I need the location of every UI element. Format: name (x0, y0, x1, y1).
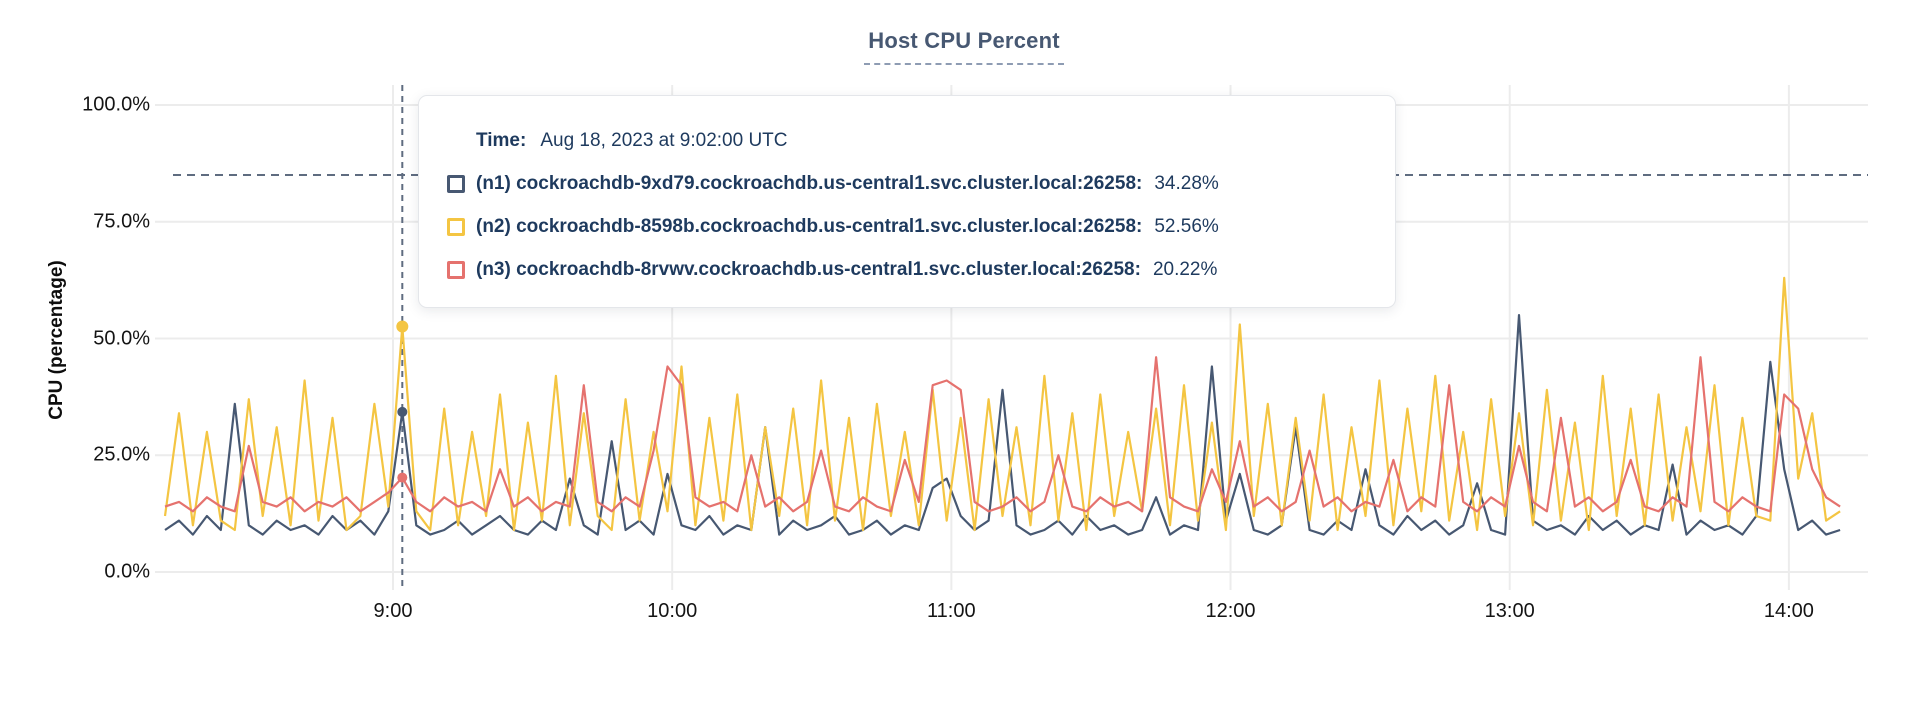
tooltip-time-value: Aug 18, 2023 at 9:02:00 UTC (540, 130, 788, 151)
y-tick-label: 0.0% (104, 560, 150, 583)
chart-header: Host CPU Percent (0, 28, 1928, 65)
tooltip-node-value: 20.22% (1152, 259, 1218, 280)
tooltip-time-label: Time: (476, 130, 527, 151)
tooltip-node-name: (n1) cockroachdb-9xd79.cockroachdb.us-ce… (476, 173, 1143, 194)
tooltip-node-value: 34.28% (1154, 173, 1219, 194)
y-tick-label: 75.0% (93, 210, 150, 233)
hover-point-n3 (397, 472, 408, 483)
y-tick-label: 100.0% (82, 93, 150, 116)
tooltip-node-name: (n2) cockroachdb-8598b.cockroachdb.us-ce… (476, 216, 1143, 237)
chart-title[interactable]: Host CPU Percent (864, 28, 1064, 65)
y-tick-label: 25.0% (93, 443, 150, 466)
tooltip-node-value: 52.56% (1154, 216, 1219, 237)
hover-point-n2 (396, 320, 409, 333)
tooltip-series-row: (n1) cockroachdb-9xd79.cockroachdb.us-ce… (447, 173, 1365, 195)
x-tick-label: 13:00 (1484, 600, 1535, 622)
hover-tooltip: Time: Aug 18, 2023 at 9:02:00 UTC (n1) co… (418, 95, 1396, 308)
tooltip-series-list: (n1) cockroachdb-9xd79.cockroachdb.us-ce… (447, 173, 1365, 281)
tooltip-time-row: Time: Aug 18, 2023 at 9:02:00 UTC (476, 130, 1365, 152)
series-swatch-icon (447, 261, 465, 279)
x-tick-label: 14:00 (1763, 600, 1814, 622)
series-swatch-icon (447, 218, 465, 236)
x-tick-label: 11:00 (927, 600, 976, 622)
tooltip-series-row: (n2) cockroachdb-8598b.cockroachdb.us-ce… (447, 216, 1365, 238)
series-line-n1 (164, 314, 1841, 536)
tooltip-node-name: (n3) cockroachdb-8rvwv.cockroachdb.us-ce… (476, 259, 1141, 280)
x-tick-label: 12:00 (1205, 600, 1256, 622)
tooltip-series-row: (n3) cockroachdb-8rvwv.cockroachdb.us-ce… (447, 259, 1365, 281)
hover-point-n1 (397, 406, 408, 417)
x-tick-label: 10:00 (647, 600, 698, 622)
y-tick-label: 50.0% (93, 327, 150, 349)
series-line-n3 (164, 356, 1841, 513)
series-swatch-icon (447, 175, 465, 193)
y-axis-label: CPU (percentage) (46, 260, 67, 420)
x-tick-label: 9:00 (373, 600, 413, 622)
series-line-n2 (163, 276, 1841, 532)
